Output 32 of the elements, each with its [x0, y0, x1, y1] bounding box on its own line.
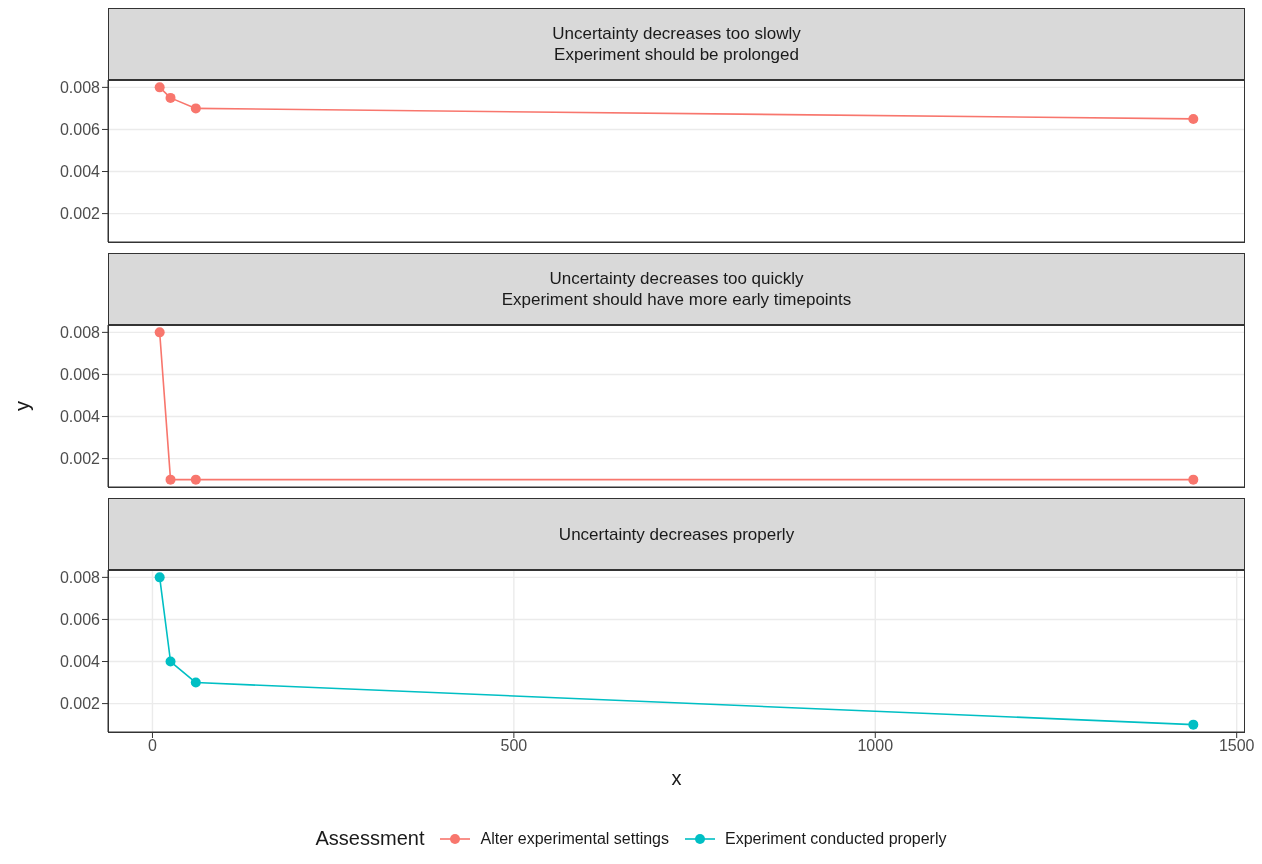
point	[165, 92, 176, 103]
point	[190, 677, 201, 688]
x-tick-label: 0	[148, 737, 157, 755]
y-tick-label: 0.006	[59, 611, 101, 629]
y-tick-label: 0.004	[59, 408, 101, 426]
point	[1188, 113, 1199, 124]
legend-title: Assessment	[315, 827, 425, 850]
point	[165, 656, 176, 667]
y-tick-label: 0.002	[59, 695, 101, 713]
legend-label: Alter experimental settings	[480, 829, 669, 848]
x-tick-label: 1000	[857, 737, 894, 755]
y-tick-label: 0.008	[59, 324, 101, 342]
y-tick-label: 0.002	[59, 450, 101, 468]
point	[1188, 719, 1199, 730]
y-tick-label: 0.002	[59, 205, 101, 223]
legend-label: Experiment conducted properly	[725, 829, 947, 848]
point	[154, 572, 165, 583]
y-tick-label: 0.004	[59, 163, 101, 181]
x-tick-label: 500	[500, 737, 528, 755]
x-tick-label: 1500	[1218, 737, 1255, 755]
point	[154, 82, 165, 93]
x-axis-title: x	[671, 767, 682, 789]
y-axis-title: y	[11, 401, 34, 411]
y-tick-label: 0.008	[59, 569, 101, 587]
y-tick-label: 0.004	[59, 653, 101, 671]
y-tick-label: 0.006	[59, 366, 101, 384]
chart-title: Uncertainty decreases too slowly Experiment should be prolonged	[552, 23, 801, 65]
chart-title: Uncertainty decreases properly	[558, 523, 795, 545]
y-tick-label: 0.006	[59, 121, 101, 139]
point	[190, 103, 201, 114]
chart-title: Uncertainty decreases too quickly Experiment should have more early timepoints	[501, 268, 852, 310]
y-tick-label: 0.008	[59, 79, 101, 97]
